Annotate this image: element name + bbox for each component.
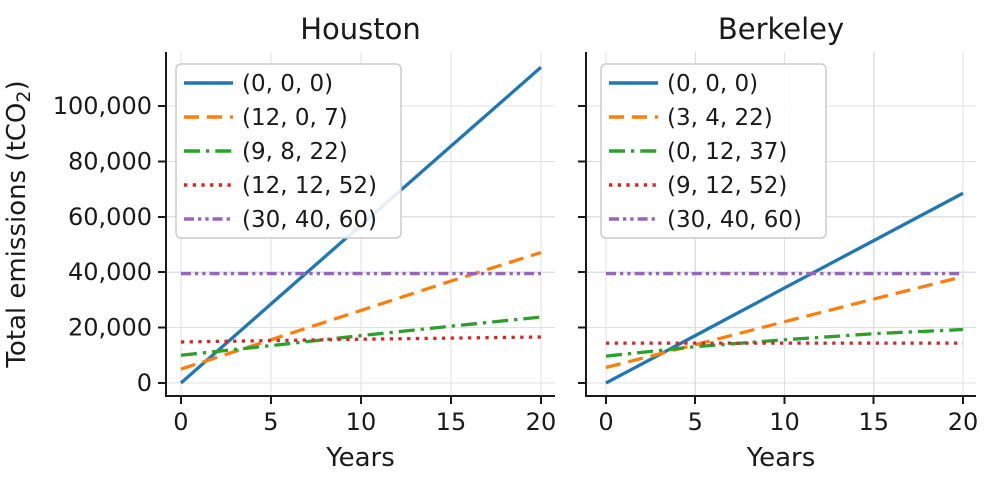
series-line-0-12-37 — [605, 327, 964, 358]
x-tick-label: 5 — [263, 408, 278, 436]
series-line-12-0-7 — [180, 250, 542, 371]
series-line-9-8-22 — [180, 315, 542, 357]
y-tick-label: 40,000 — [68, 258, 152, 286]
legend-label: (0, 12, 37) — [667, 139, 787, 165]
x-tick-label: 15 — [858, 408, 889, 436]
legend-label: (9, 12, 52) — [667, 173, 787, 199]
x-tick-label: 15 — [436, 408, 467, 436]
panel-houston: 0 5 10 15 20 0 20,000 40,000 60,000 80,000 100,000… — [2, 12, 556, 473]
legend-label: (9, 8, 22) — [242, 139, 348, 165]
y-tick-label: 100,000 — [53, 92, 152, 120]
y-tick-label: 0 — [137, 369, 152, 397]
series-line-0-0-0 — [605, 191, 964, 385]
y-tick-label: 20,000 — [68, 314, 152, 342]
panel-title: Berkeley — [718, 12, 844, 46]
x-tick-label: 10 — [346, 408, 377, 436]
x-tick-label: 0 — [598, 408, 613, 436]
legend: (0, 0, 0) (3, 4, 22) (0, 12, 37) (9, 12, 52… — [600, 63, 827, 239]
x-tick-label: 20 — [526, 408, 557, 436]
legend-label: (30, 40, 60) — [667, 207, 802, 233]
x-tick-label: 10 — [769, 408, 800, 436]
x-tick-label: 0 — [173, 408, 188, 436]
y-tick-label: 80,000 — [68, 147, 152, 175]
series-line-3-4-22 — [605, 275, 964, 370]
legend-label: (0, 0, 0) — [242, 71, 333, 97]
legend-label: (12, 12, 52) — [242, 173, 377, 199]
panel-berkeley: 0 5 10 15 20 Berkeley Years (0, 0, 0) (3, 4, 22)… — [578, 12, 978, 473]
x-tick-label: 20 — [948, 408, 979, 436]
x-axis-label: Years — [325, 443, 395, 473]
legend-label: (3, 4, 22) — [667, 105, 773, 131]
legend-label: (0, 0, 0) — [667, 71, 758, 97]
x-tick-label: 5 — [688, 408, 703, 436]
legend-label: (12, 0, 7) — [242, 105, 348, 131]
ticks — [578, 105, 964, 404]
legend-label: (30, 40, 60) — [242, 207, 377, 233]
legend: (0, 0, 0) (12, 0, 7) (9, 8, 22) (12, 12, 52… — [175, 63, 402, 239]
ticks — [158, 105, 542, 404]
spines — [584, 52, 976, 398]
spines — [164, 52, 555, 398]
panel-title: Houston — [300, 12, 421, 46]
x-axis-label: Years — [746, 443, 816, 473]
y-axis-label: Total emissions (tCO2) — [2, 80, 35, 368]
y-tick-label: 60,000 — [68, 203, 152, 231]
